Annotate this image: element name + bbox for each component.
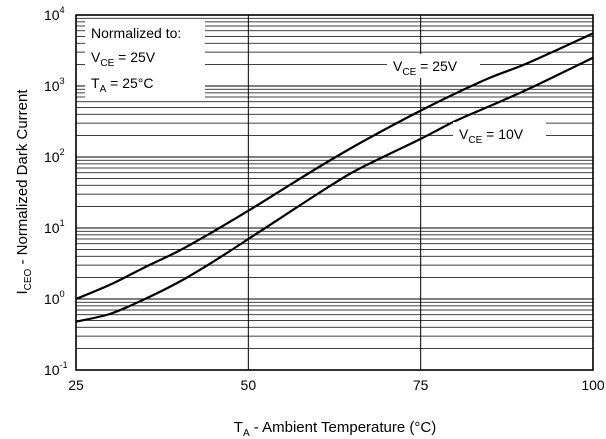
curve-label-vce-25v-bg bbox=[387, 54, 480, 78]
x-tick-labels: 25 50 75 100 bbox=[68, 377, 605, 393]
curves bbox=[75, 32, 594, 323]
y-tick-label: 103 bbox=[44, 76, 65, 94]
x-tick-label: 25 bbox=[68, 377, 84, 393]
x-axis-title: TA - Ambient Temperature (°C) bbox=[234, 419, 436, 439]
normalization-ta: TA = 25°C bbox=[91, 75, 153, 95]
y-axis-title: ICEO - Normalized Dark Current bbox=[14, 89, 34, 295]
y-tick-labels: 10-1 100 101 102 103 104 bbox=[44, 5, 68, 378]
curve-label-vce-25v-text: VCE = 25V bbox=[393, 58, 458, 78]
normalization-title: Normalized to: bbox=[91, 25, 181, 41]
curve-label-vce-25v: VCE = 25V bbox=[387, 54, 480, 78]
y-tick-label: 104 bbox=[44, 5, 65, 23]
plot-frame bbox=[75, 14, 594, 371]
y-tick-label: 101 bbox=[44, 218, 65, 236]
y-tick-label: 100 bbox=[44, 289, 65, 307]
normalization-box: Normalized to: VCE = 25V TA = 25°C bbox=[85, 20, 205, 98]
series-line-0 bbox=[75, 32, 594, 301]
series-line-1 bbox=[75, 56, 594, 323]
x-tick-label: 75 bbox=[413, 377, 429, 393]
y-tick-label: 102 bbox=[44, 147, 65, 165]
normalization-vce: VCE = 25V bbox=[91, 49, 156, 69]
normalization-box-bg bbox=[85, 20, 205, 98]
curve-label-vce-10v: VCE = 10V bbox=[453, 122, 546, 146]
curve-label-vce-10v-text: VCE = 10V bbox=[459, 126, 524, 146]
curve-label-vce-10v-bg bbox=[453, 122, 546, 146]
y-tick-label: 10-1 bbox=[44, 360, 68, 378]
grid bbox=[75, 15, 594, 371]
x-tick-label: 50 bbox=[241, 377, 257, 393]
x-tick-label: 100 bbox=[581, 377, 605, 393]
